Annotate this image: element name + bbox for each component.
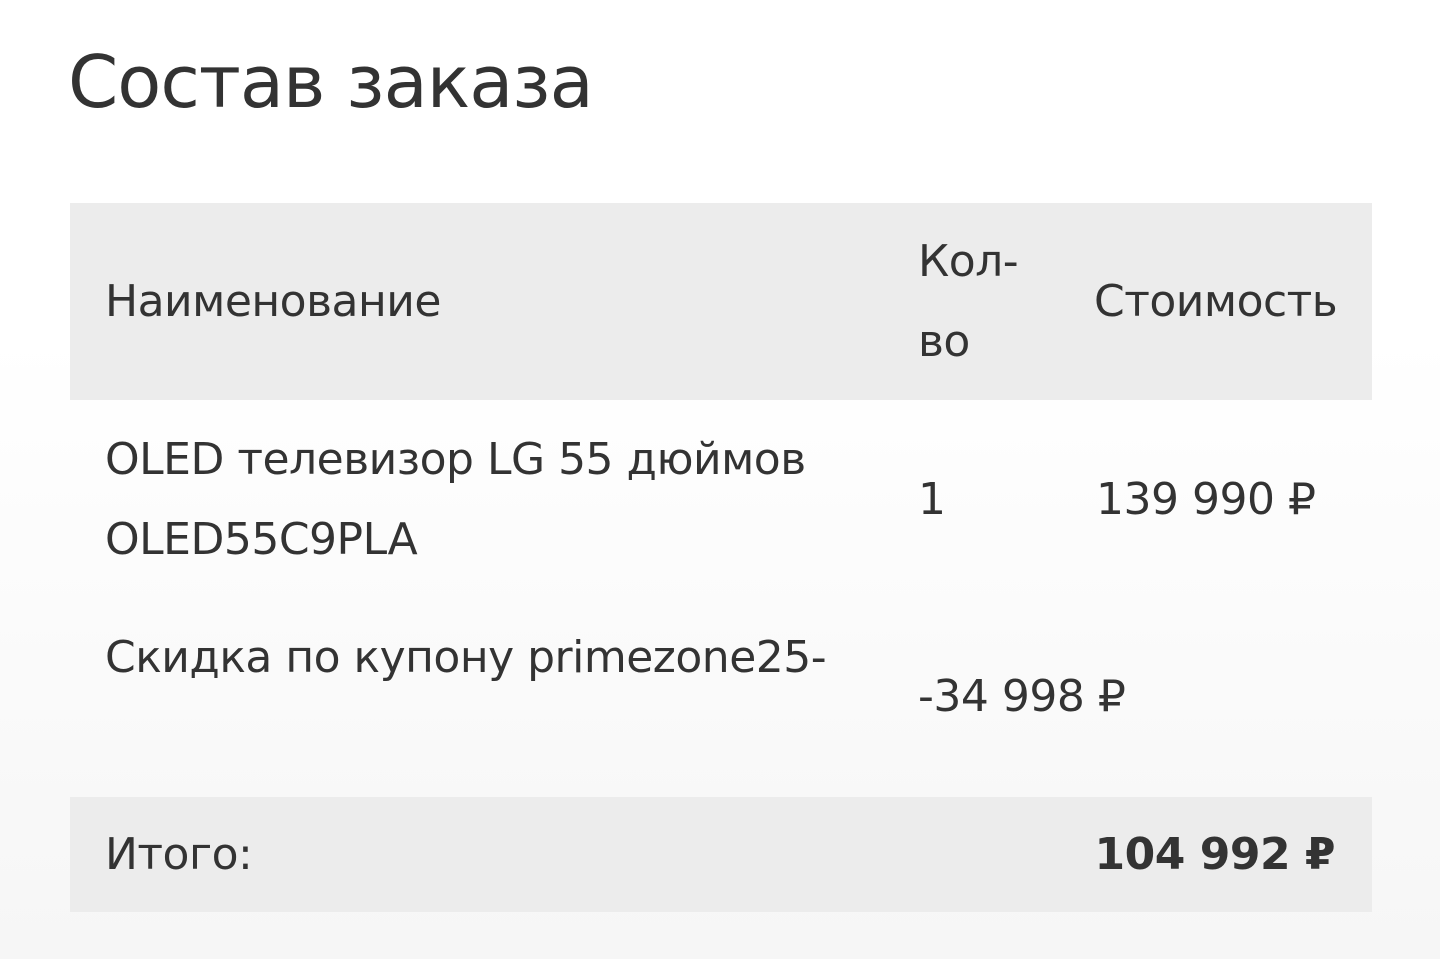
- discount-amount: -34 998 ₽: [918, 671, 1126, 722]
- header-name: Наименование: [105, 276, 441, 327]
- total-value: 104 992 ₽: [1094, 829, 1336, 880]
- total-label: Итого:: [105, 829, 253, 880]
- total-row: [70, 797, 1372, 912]
- product-name-line1: OLED телевизор LG 55 дюймов: [105, 434, 806, 485]
- table-header: [70, 203, 1372, 400]
- header-qty-line1: Кол-: [918, 236, 1019, 287]
- discount-label: Скидка по купону primezone25-: [105, 632, 827, 683]
- header-cost: Стоимость: [1094, 276, 1338, 327]
- page-title: Состав заказа: [68, 40, 594, 124]
- product-name-line2: OLED55C9PLA: [105, 514, 418, 565]
- header-qty-line2: во: [918, 316, 970, 367]
- product-qty: 1: [918, 474, 946, 525]
- product-cost: 139 990 ₽: [1096, 474, 1316, 525]
